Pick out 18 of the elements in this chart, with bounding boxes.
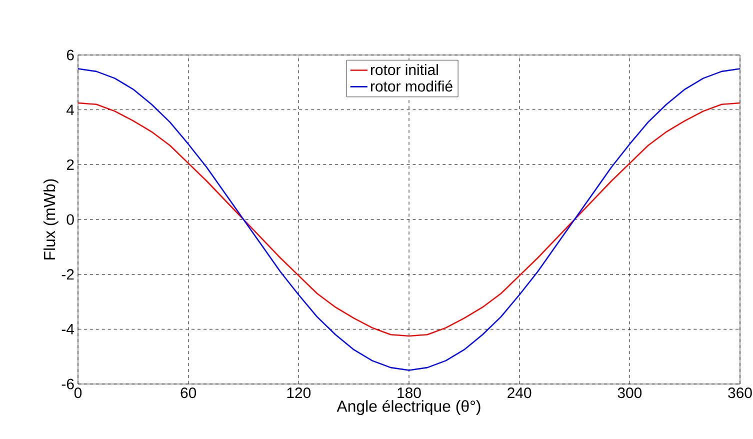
legend-label: rotor modifié bbox=[370, 80, 452, 92]
x-axis-title: Angle électrique (θ°) bbox=[336, 400, 480, 416]
y-tick-label: -4 bbox=[62, 324, 74, 334]
x-tick-label: 60 bbox=[180, 388, 196, 398]
y-tick-label: 2 bbox=[66, 159, 74, 170]
y-tick-label: -6 bbox=[62, 378, 74, 390]
x-tick-label: 120 bbox=[287, 388, 311, 398]
x-tick-label: 240 bbox=[508, 388, 532, 398]
x-tick-label: 0 bbox=[74, 388, 82, 398]
y-tick-label: 4 bbox=[66, 104, 74, 115]
y-tick-label: 0 bbox=[66, 214, 74, 225]
x-tick-label: 180 bbox=[398, 388, 421, 398]
y-tick-label: 6 bbox=[66, 50, 74, 60]
x-tick-label: 360 bbox=[728, 388, 752, 398]
x-tick-label: 300 bbox=[618, 388, 642, 398]
legend-label: rotor initial bbox=[370, 64, 438, 76]
y-axis-title: Flux (mWb) bbox=[43, 179, 58, 260]
y-tick-label: -2 bbox=[62, 269, 74, 280]
